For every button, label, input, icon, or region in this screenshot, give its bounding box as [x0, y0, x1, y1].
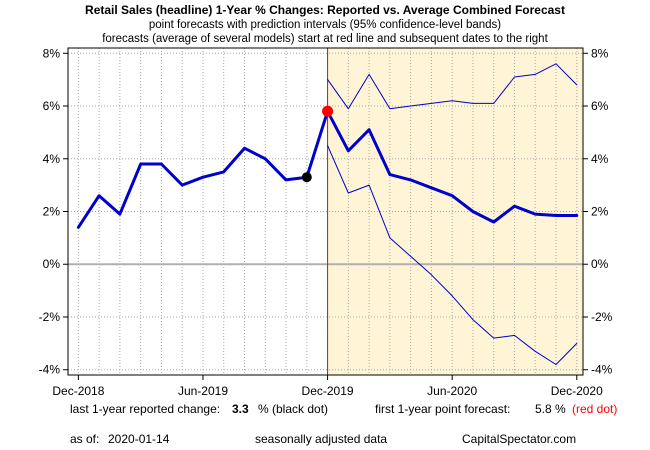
series-reported-line — [76, 109, 330, 229]
y-tick-label-left: 6% — [43, 99, 61, 113]
chart-subtitle-1: point forecasts with prediction interval… — [149, 19, 501, 31]
y-tick-label-left: 0% — [43, 257, 61, 271]
footer-seasonal: seasonally adjusted data — [255, 432, 387, 446]
footer-source: CapitalSpectator.com — [462, 432, 576, 446]
y-tick-label-right: 8% — [591, 46, 609, 60]
y-tick-label-left: 8% — [43, 46, 61, 60]
series-forecast-line — [326, 109, 579, 224]
footer-last-value: 3.3 — [232, 402, 249, 416]
y-tick-label-left: 2% — [43, 205, 61, 219]
x-tick-label: Dec-2018 — [52, 384, 104, 398]
y-tick-label-right: 0% — [591, 257, 609, 271]
x-tick-label: Jun-2019 — [178, 384, 228, 398]
x-tick-label: Dec-2019 — [302, 384, 354, 398]
y-tick-label-left: -4% — [39, 363, 61, 377]
footer-asof-value: 2020-01-14 — [108, 432, 170, 446]
footer-first-unit: % — [555, 402, 566, 416]
footer-first-suffix: (red dot) — [572, 402, 617, 416]
y-tick-label-right: 2% — [591, 205, 609, 219]
footer-last-suffix: % (black dot) — [258, 402, 328, 416]
grid-layer — [68, 48, 583, 375]
axis-layer: -4% -4% -2% -2% 0% 0% 2% 2% 4% 4% 6% 6% 8% 8% Dec-2018… — [39, 46, 613, 398]
x-tick-label: Dec-2020 — [551, 384, 603, 398]
y-tick-label-right: -2% — [591, 310, 613, 324]
chart-subtitle-2: forecasts (average of several models) st… — [102, 33, 548, 45]
last-reported-dot — [301, 172, 312, 183]
y-tick-label-right: -4% — [591, 363, 613, 377]
y-tick-label-right: 4% — [591, 152, 609, 166]
series-upper-line — [327, 63, 578, 110]
series-layer — [76, 63, 579, 365]
footer-first-label: first 1-year point forecast: — [375, 402, 510, 416]
x-tick-label: Jun-2020 — [427, 384, 477, 398]
y-tick-label-left: -2% — [39, 310, 61, 324]
y-tick-label-right: 6% — [591, 99, 609, 113]
series-lower-line — [327, 145, 578, 365]
first-forecast-dot — [322, 105, 334, 117]
footer-first-value: 5.8 — [535, 402, 552, 416]
footer-asof-label: as of: — [70, 432, 99, 446]
chart-title: Retail Sales (headline) 1-Year % Changes… — [85, 3, 565, 17]
y-tick-label-left: 4% — [43, 152, 61, 166]
footer-last-label: last 1-year reported change: — [70, 402, 220, 416]
